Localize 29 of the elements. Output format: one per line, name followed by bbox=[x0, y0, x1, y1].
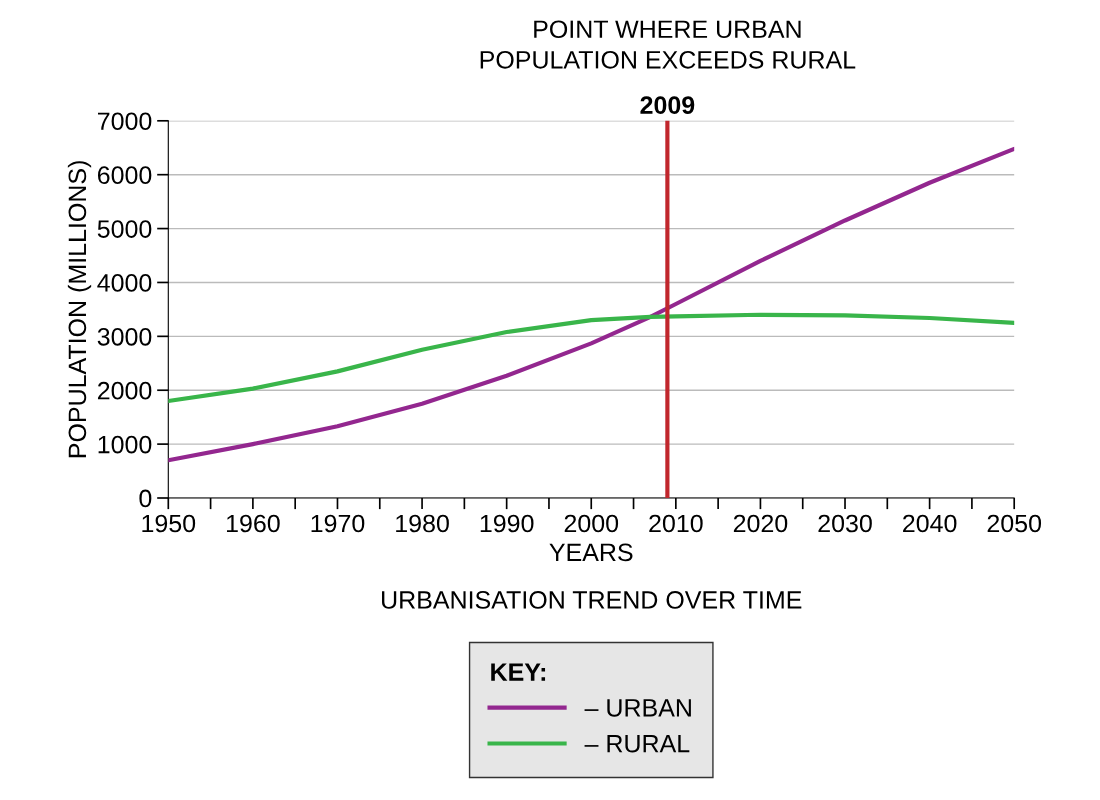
text: URBANISATION TREND OVER TIME bbox=[382, 591, 802, 609]
x-tick-label: 2020 bbox=[733, 514, 788, 533]
line-series bbox=[168, 146, 1015, 463]
y-axis-title: POPULATION (MILLIONS) bbox=[67, 161, 92, 458]
legend-label: – URBAN bbox=[584, 699, 691, 717]
x-tick-label: 2000 bbox=[564, 514, 619, 533]
x-tick-label: 1990 bbox=[480, 514, 534, 533]
x-tick-label: 1980 bbox=[396, 514, 449, 533]
x-axis-title: YEARS bbox=[549, 543, 633, 562]
legend-label: – RURAL bbox=[584, 735, 690, 753]
x-tick-label: 1970 bbox=[311, 514, 365, 533]
ref-line-label: 2009 bbox=[640, 96, 695, 114]
x-tick-label: 2050 bbox=[987, 514, 1042, 533]
y-tick-label: 4000 bbox=[97, 274, 152, 292]
x-tick-label: 1950 bbox=[142, 514, 196, 533]
y-tick-label: 2000 bbox=[97, 381, 152, 400]
y-tick-label: 3000 bbox=[97, 327, 152, 346]
legend-title: KEY: bbox=[491, 663, 546, 681]
y-tick-label: 6000 bbox=[97, 166, 152, 184]
y-tick-label: 5000 bbox=[97, 220, 152, 238]
y-tick-label: 0 bbox=[139, 489, 152, 508]
x-tick-label: 1960 bbox=[226, 514, 280, 533]
annotation: POINT WHERE URBAN POPULATION EXCEEDS RURAL bbox=[480, 20, 856, 69]
line-series bbox=[168, 312, 1015, 404]
x-tick-label: 2010 bbox=[649, 514, 703, 533]
x-tick-label: 2030 bbox=[818, 514, 872, 533]
y-tick-label: 7000 bbox=[98, 112, 152, 131]
y-tick-label: 1000 bbox=[98, 435, 152, 454]
x-tick-label: 2040 bbox=[903, 514, 957, 533]
